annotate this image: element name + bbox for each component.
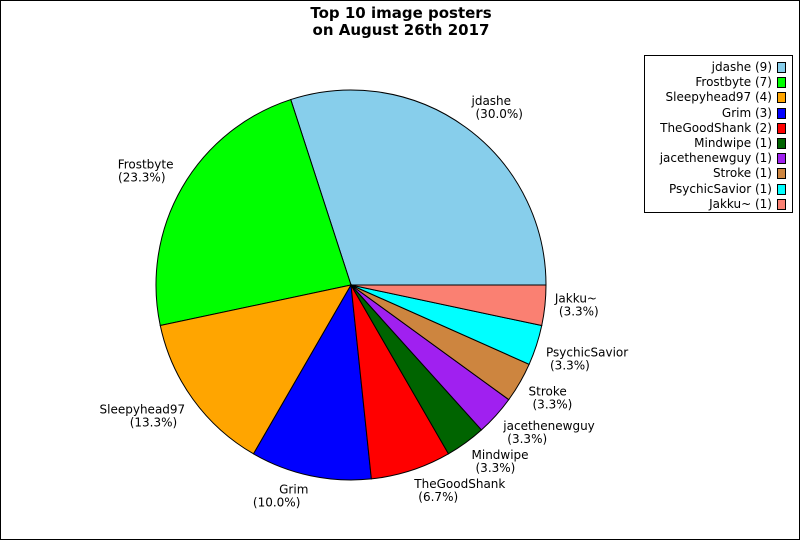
legend-label: Stroke (1): [712, 166, 772, 181]
legend-label: jdashe (9): [711, 60, 772, 75]
legend-item: PsychicSavior (1): [645, 182, 792, 197]
pie-slice-frostbyte: [155, 98, 352, 327]
pie-slice-grim: [252, 283, 372, 481]
legend-label: Frostbyte (7): [695, 75, 772, 90]
legend-swatch: [777, 122, 786, 134]
slice-percent-label: (3.3%): [507, 432, 547, 446]
slice-percent-label: (23.3%): [118, 171, 165, 185]
legend-label: TheGoodShank (2): [660, 120, 772, 135]
legend-swatch: [777, 62, 786, 74]
legend-item: Sleepyhead97 (4): [645, 90, 792, 105]
slice-label: Mindwipe: [472, 448, 529, 462]
slice-percent-label: (3.3%): [559, 304, 599, 318]
slice-label: Stroke: [529, 385, 567, 399]
legend-item: jacethenewguy (1): [645, 151, 792, 166]
slice-percent-label: (30.0%): [476, 107, 523, 121]
chart-title: Top 10 image posters on August 26th 2017: [1, 5, 800, 39]
slice-percent-label: (13.3%): [130, 416, 177, 430]
legend-item: Grim (3): [645, 106, 792, 121]
slice-percent-label: (6.7%): [418, 490, 458, 504]
slice-label: jdashe: [471, 94, 512, 108]
legend-item: Frostbyte (7): [645, 75, 792, 90]
pie-slice-jakku: [350, 284, 547, 327]
legend-label: PsychicSavior (1): [668, 181, 772, 196]
legend-item: Jakku~ (1): [645, 197, 792, 212]
legend-swatch: [777, 138, 786, 150]
slice-label: Jakku~: [554, 291, 597, 305]
legend-item: Mindwipe (1): [645, 136, 792, 151]
legend-label: Sleepyhead97 (4): [665, 90, 772, 105]
slice-label: jacethenewguy: [502, 419, 595, 433]
pie-slice-sleepyhead97: [159, 284, 352, 455]
legend-swatch: [777, 183, 786, 195]
legend-item: TheGoodShank (2): [645, 121, 792, 136]
legend-item: jdashe (9): [645, 60, 792, 75]
legend-swatch: [777, 107, 786, 119]
pie-slice-jdashe: [290, 89, 547, 286]
slice-percent-label: (10.0%): [253, 496, 300, 510]
legend-item: Stroke (1): [645, 166, 792, 181]
chart-title-line-2: on August 26th 2017: [312, 21, 490, 39]
legend-swatch: [777, 153, 786, 165]
slice-label: Grim: [279, 483, 308, 497]
slice-label: Frostbyte: [118, 158, 174, 172]
legend-label: jacethenewguy (1): [659, 151, 772, 166]
legend-label: Grim (3): [721, 105, 772, 120]
slice-label: PsychicSavior: [546, 345, 628, 359]
slice-percent-label: (3.3%): [550, 358, 590, 372]
legend-label: Mindwipe (1): [694, 136, 772, 151]
slice-percent-label: (3.3%): [476, 461, 516, 475]
legend: jdashe (9) Frostbyte (7) Sleepyhead97 (4) G…: [644, 55, 793, 213]
legend-swatch: [777, 168, 786, 180]
legend-swatch: [777, 77, 786, 89]
legend-swatch: [777, 92, 786, 104]
slice-label: Sleepyhead97: [100, 403, 186, 417]
legend-swatch: [777, 198, 786, 210]
legend-label: Jakku~ (1): [709, 196, 772, 211]
chart-title-line-1: Top 10 image posters: [310, 4, 492, 22]
slice-percent-label: (3.3%): [533, 398, 573, 412]
slice-label: TheGoodShank: [413, 477, 505, 491]
